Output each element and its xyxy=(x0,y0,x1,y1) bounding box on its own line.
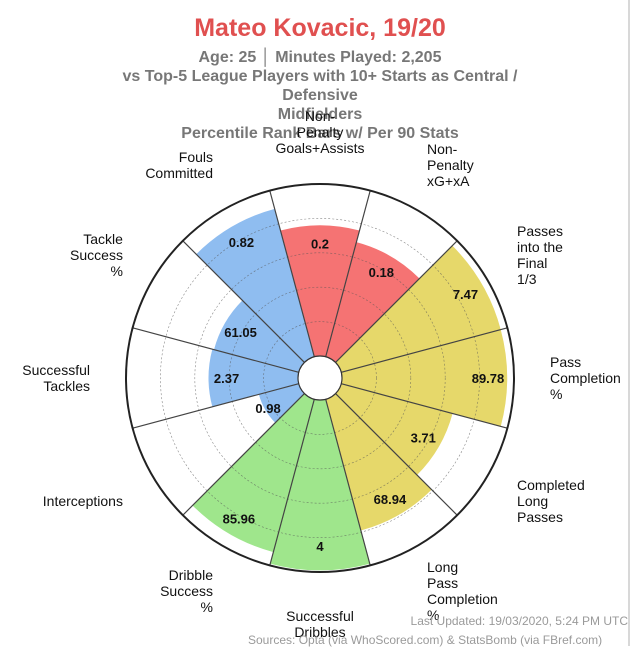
category-label-line: % xyxy=(201,599,213,615)
category-label-line: Completion xyxy=(427,591,498,607)
bar-segment xyxy=(258,383,305,423)
category-label: Non-Penalty xG+xA xyxy=(427,141,474,189)
category-label-line: Committed xyxy=(145,165,213,181)
sources-note: Sources: Opta (via WhoScored.com) & Stat… xyxy=(248,633,603,647)
category-label-line: % xyxy=(550,386,562,402)
category-label-line: Pass xyxy=(550,354,581,370)
value-label: 68.94 xyxy=(374,492,407,507)
category-label-line: 1/3 xyxy=(517,271,537,287)
category-label: Interceptions xyxy=(43,493,123,509)
value-label: 7.47 xyxy=(453,287,478,302)
category-label-line: Completion xyxy=(550,370,621,386)
outer-ring xyxy=(125,183,515,573)
bar-segment xyxy=(270,399,370,571)
category-label-line: Long xyxy=(517,493,548,509)
category-label-line: Final xyxy=(517,255,547,271)
subtitle-line-method: Percentile Rank Bars w/ Per 90 Stats xyxy=(181,125,459,142)
value-label: 0.98 xyxy=(255,401,280,416)
last-updated-note: Last Updated: 19/03/2020, 5:24 PM UTC xyxy=(410,614,628,628)
sector-divider xyxy=(132,383,299,429)
category-label-line: % xyxy=(427,607,439,623)
sector-divider xyxy=(269,190,315,357)
category-label-line: Penalty xyxy=(427,157,474,173)
bar-segment xyxy=(208,349,299,407)
sector-divider xyxy=(182,240,305,363)
category-label-line: Success xyxy=(70,247,123,263)
category-label-line: Pass xyxy=(427,575,458,591)
bar-segment xyxy=(280,225,360,357)
chart-title: Mateo Kovacic, 19/20 xyxy=(194,14,446,42)
bar-segment xyxy=(341,329,508,427)
value-label: 89.78 xyxy=(472,371,505,386)
center-hole xyxy=(297,355,343,401)
category-label-line: Successful xyxy=(286,608,354,624)
sector-divider xyxy=(325,399,371,566)
sector-divider xyxy=(269,399,315,566)
category-label: Long Pass Completion% xyxy=(427,559,498,623)
sector-divider xyxy=(132,327,299,373)
category-label-line: Goals+Assists xyxy=(275,140,364,156)
sector-divider xyxy=(341,383,508,429)
category-label-line: Dribble xyxy=(169,567,214,583)
category-label: Successful Tackles xyxy=(22,362,90,394)
category-label-line: Fouls xyxy=(179,149,213,165)
value-label: 0.82 xyxy=(229,235,254,250)
sector-divider xyxy=(182,393,305,516)
sector-divider xyxy=(335,393,458,516)
bar-segment xyxy=(325,242,420,363)
subtitle-line-comparison: vs Top-5 League Players with 10+ Starts … xyxy=(122,68,518,104)
sector-divider xyxy=(335,240,458,363)
subtitle-line-position: Midfielders xyxy=(277,106,363,123)
category-label: Completed Long Passes xyxy=(517,477,585,525)
value-label: 2.37 xyxy=(214,371,239,386)
sector-divider xyxy=(341,327,508,373)
category-label-line: Passes xyxy=(517,509,563,525)
category-label-line: xG+xA xyxy=(427,173,470,189)
grid-ring xyxy=(228,286,412,470)
frame-border xyxy=(628,0,630,646)
bar-segment xyxy=(335,245,501,373)
bar-segment xyxy=(214,300,305,373)
category-label: Passes into the Final 1/3 xyxy=(517,223,563,287)
category-label: Non-Penalty Goals+Assists xyxy=(275,108,364,156)
value-label: 61.05 xyxy=(224,325,257,340)
category-label-line: Success xyxy=(160,583,213,599)
category-label-line: % xyxy=(111,263,123,279)
category-label-line: Non- xyxy=(427,141,458,157)
grid-ring xyxy=(194,252,446,504)
category-label-line: Tackle xyxy=(83,231,123,247)
category-label-line: Long xyxy=(427,559,458,575)
category-label-line: Successful xyxy=(22,362,90,378)
category-label-line: Tackles xyxy=(43,378,90,394)
category-label: Fouls Committed xyxy=(145,149,213,181)
category-label-line: Non- xyxy=(305,108,336,124)
grid-ring xyxy=(160,218,480,538)
chart-subtitle: Age: 25 │ Minutes Played: 2,205 vs Top-5… xyxy=(90,48,550,143)
value-label: 0.18 xyxy=(369,265,394,280)
category-label-line: Dribbles xyxy=(294,624,345,640)
sector-divider xyxy=(325,190,371,357)
category-label-line: Penalty xyxy=(297,124,344,140)
category-label-line: Interceptions xyxy=(43,493,123,509)
value-label: 0.2 xyxy=(311,236,329,251)
category-label-line: Completed xyxy=(517,477,585,493)
value-label: 4 xyxy=(316,539,324,554)
value-label: 3.71 xyxy=(411,431,436,446)
category-label-line: Passes xyxy=(517,223,563,239)
grid-ring xyxy=(263,321,377,435)
category-label: Tackle Success% xyxy=(70,231,123,279)
value-label: 85.96 xyxy=(223,512,256,527)
subtitle-line-age: Age: 25 │ Minutes Played: 2,205 xyxy=(198,49,442,66)
bar-segment xyxy=(335,383,453,476)
category-label: Dribble Success% xyxy=(160,567,213,615)
category-label: Successful Dribbles xyxy=(286,608,354,640)
category-label: Pass Completion% xyxy=(550,354,621,402)
category-label-line: into the xyxy=(517,239,563,255)
